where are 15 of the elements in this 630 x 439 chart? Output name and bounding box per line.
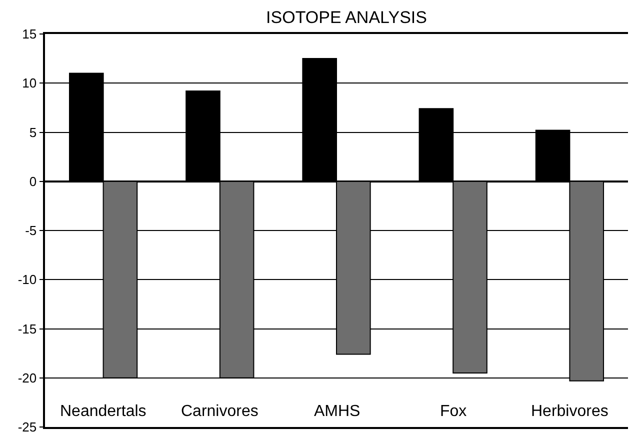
x-tick-label: Neandertals bbox=[60, 403, 146, 420]
y-tick-label: 0 bbox=[29, 174, 37, 189]
x-tick-label: AMHS bbox=[314, 403, 360, 420]
y-tick-label: 5 bbox=[29, 124, 37, 140]
y-tick-label: -20 bbox=[18, 370, 37, 386]
y-tick-label: 10 bbox=[22, 76, 37, 91]
y-tick-label: -10 bbox=[18, 272, 37, 288]
x-tick-label: Fox bbox=[440, 403, 467, 420]
chart-title: ISOTOPE ANALYSIS bbox=[266, 8, 427, 27]
y-tick-label: -5 bbox=[25, 223, 37, 238]
x-tick-label: Herbivores bbox=[531, 403, 608, 420]
x-tick-label: Carnivores bbox=[181, 403, 258, 420]
y-tick-label: 15 bbox=[22, 26, 37, 42]
y-tick-label: -15 bbox=[18, 321, 37, 336]
y-tick-label: -25 bbox=[18, 420, 37, 435]
